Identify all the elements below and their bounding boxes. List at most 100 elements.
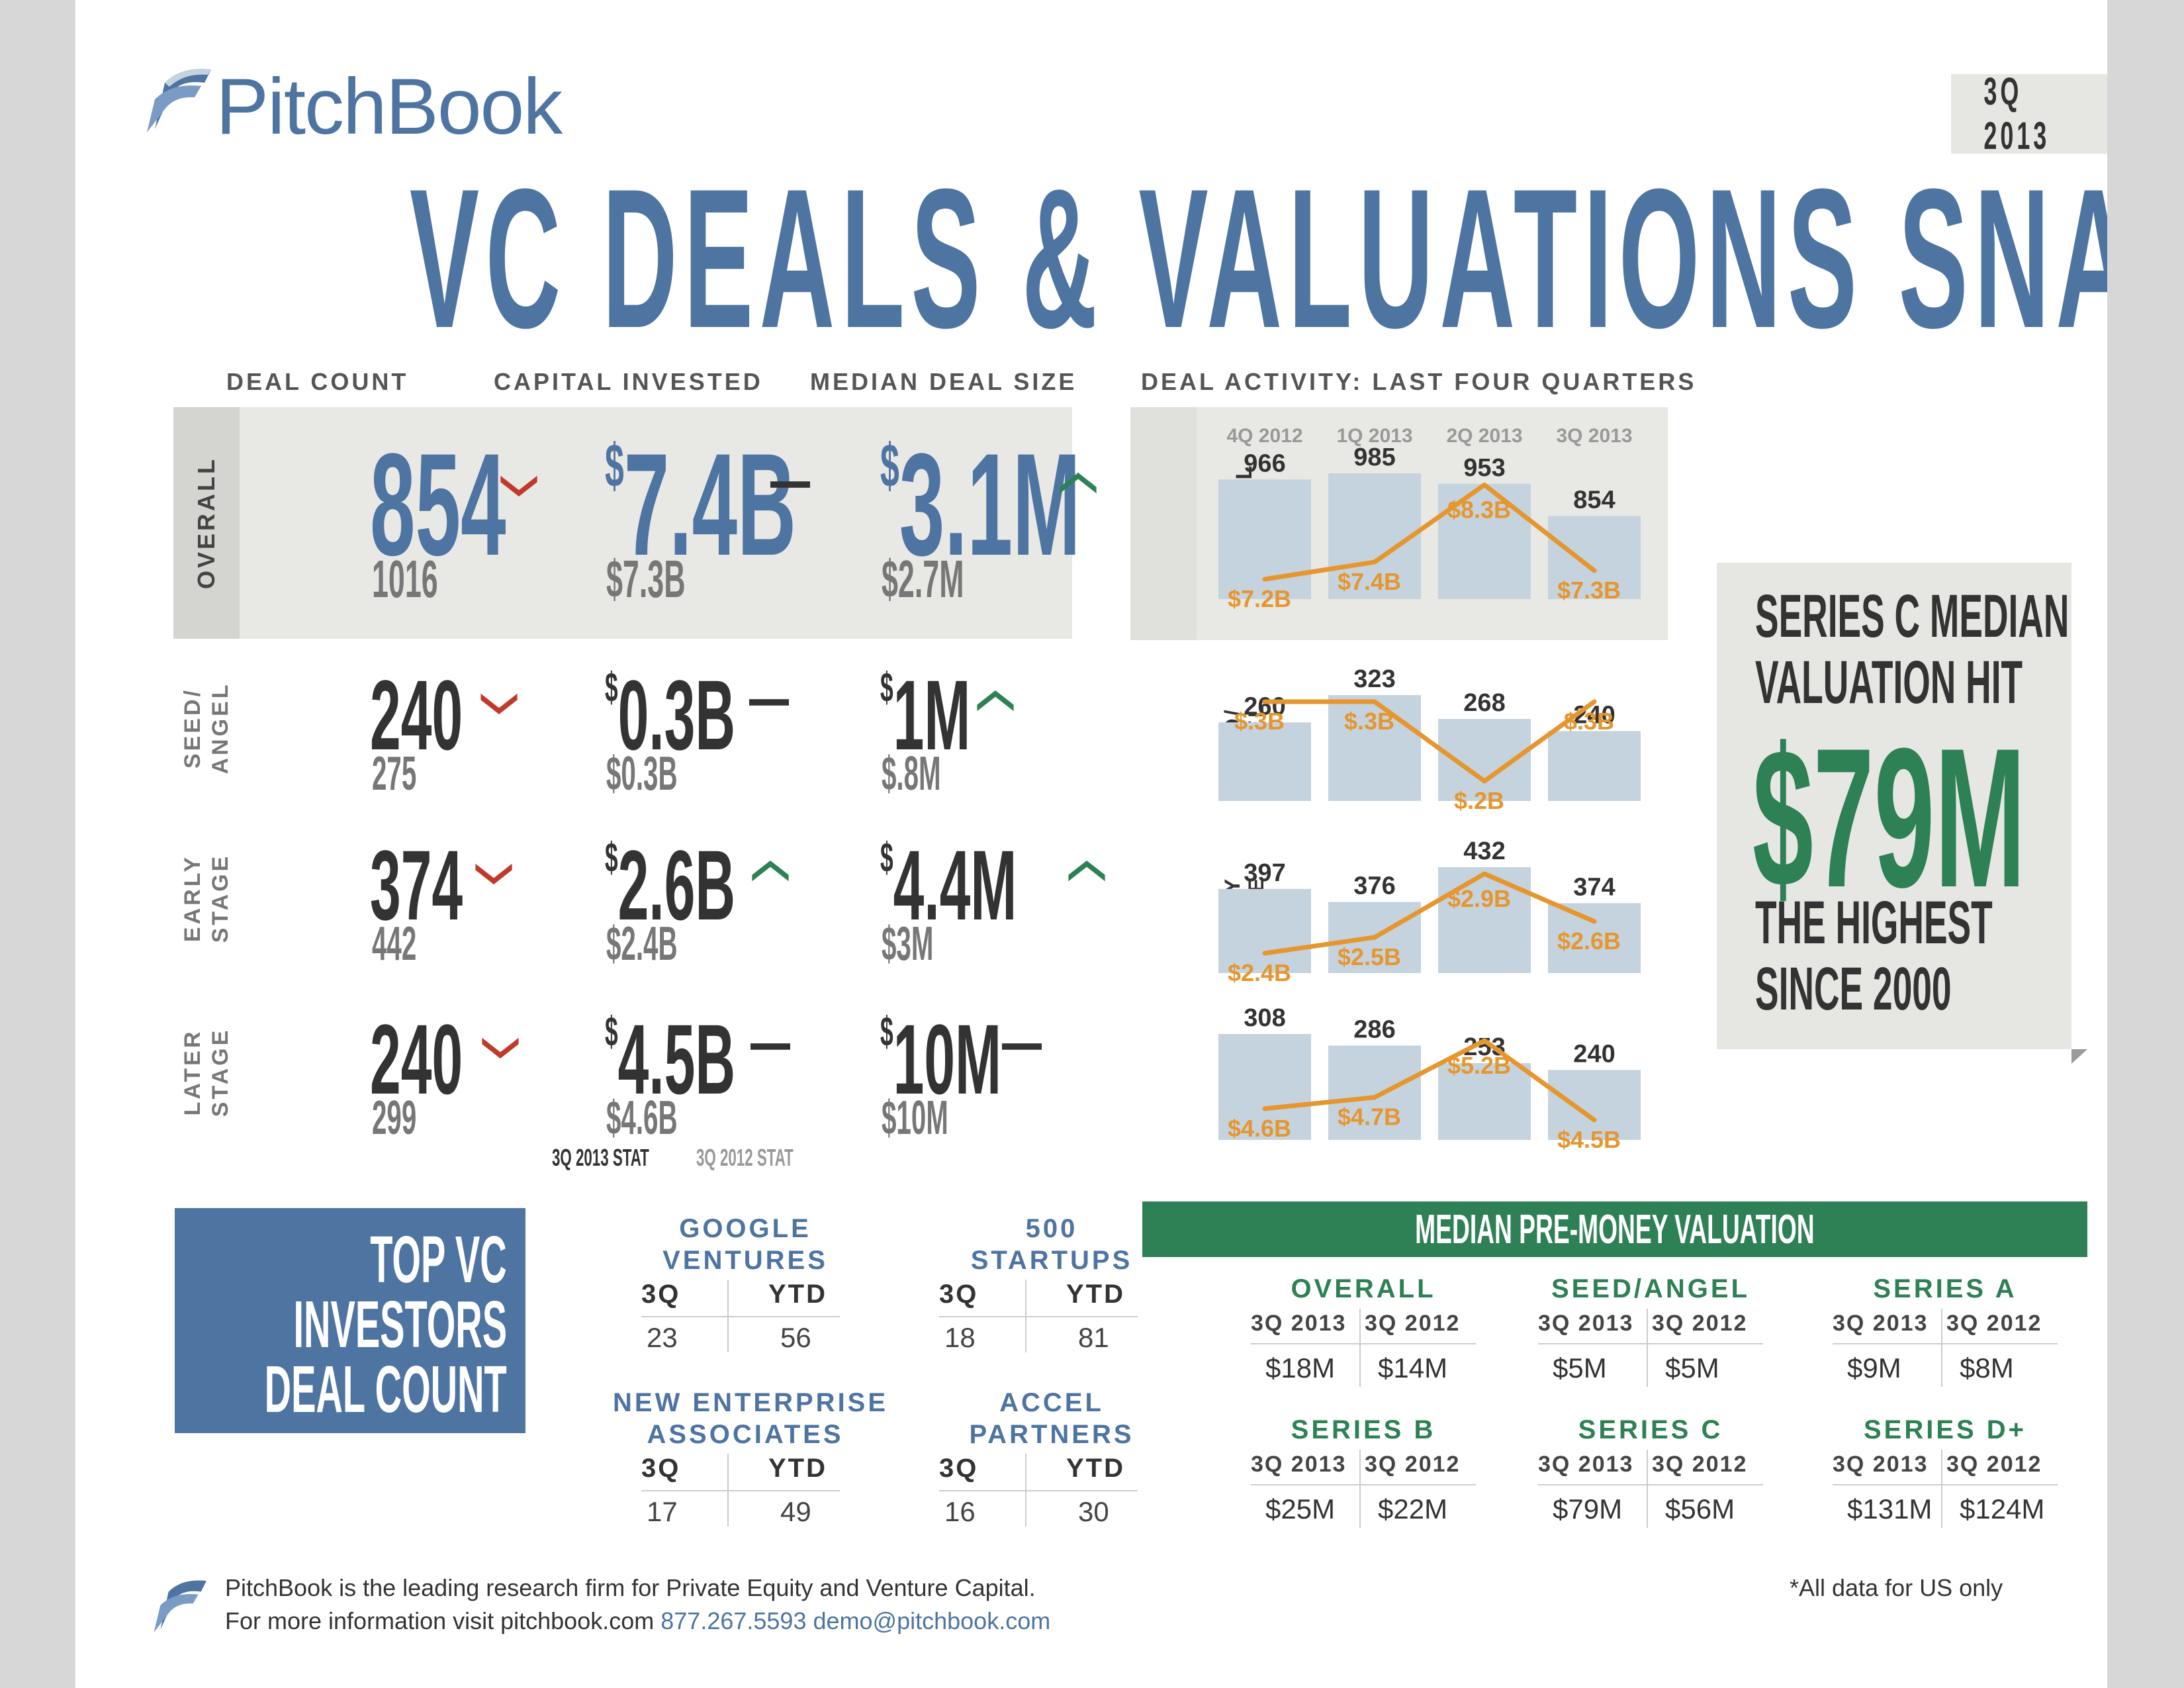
series-c-callout — [1717, 563, 2071, 1049]
capital-invested-previous: $7.3B — [606, 549, 686, 608]
series-c-line4: SINCE 2000 — [1755, 955, 1952, 1023]
median-deal-size-previous: $2.7M — [882, 549, 964, 608]
valuation-col-previous: 3Q 2012 — [1365, 1452, 1461, 1477]
valuation-divider — [1538, 1343, 1763, 1344]
median-deal-size-amount: 10M — [893, 1004, 1002, 1115]
valuation-previous-value: $22M — [1378, 1493, 1448, 1524]
footer-phone-link[interactable]: 877.267.5593 — [660, 1607, 807, 1634]
capital-label: $4.6B — [1228, 1115, 1291, 1142]
category-label: 1Q 2013 — [1336, 425, 1412, 447]
deal-count-label: 397 — [1244, 859, 1285, 887]
valuation-previous-value: $14M — [1378, 1352, 1448, 1383]
deal-count-bar — [1548, 903, 1641, 973]
valuation-previous-value: $8M — [1960, 1352, 2014, 1383]
investor-name: NEW ENTERPRISE ASSOCIATES — [613, 1387, 889, 1450]
capital-invested-amount: 4.5B — [617, 1004, 736, 1115]
footer-logo-icon — [154, 1580, 206, 1632]
capital-invested-value: $7.4B — [605, 432, 796, 577]
capital-label: $.2B — [1454, 787, 1504, 814]
col-ytd-header: YTD — [1066, 1454, 1125, 1483]
chart-title: DEAL ACTIVITY: LAST FOUR QUARTERS — [1141, 368, 1697, 395]
deal-count-label: 308 — [1244, 1004, 1285, 1032]
valuation-divider — [1359, 1309, 1361, 1387]
investor-name: ACCEL PARTNERS — [919, 1387, 1184, 1450]
valuation-col-current: 3Q 2013 — [1538, 1452, 1634, 1477]
capital-invested-header: CAPITAL INVESTED — [494, 368, 763, 395]
table-divider — [641, 1316, 840, 1317]
capital-label: $.3B — [1234, 708, 1285, 735]
valuation-current-value: $25M — [1265, 1493, 1336, 1524]
col-ytd-header: YTD — [1066, 1280, 1125, 1309]
deal-count-value: 854 — [370, 423, 506, 586]
median-deal-size-previous: $.8M — [882, 747, 941, 800]
investor-name-line: 500 — [1025, 1214, 1078, 1243]
deal-count-label: 286 — [1353, 1016, 1395, 1044]
investor-name: GOOGLE VENTURES — [613, 1213, 878, 1276]
deal-count-label: 268 — [1463, 689, 1505, 717]
capital-invested-amount: 7.4B — [623, 423, 797, 586]
median-deal-size-value: $10M — [880, 1009, 1001, 1109]
capital-label: $5.2B — [1447, 1052, 1511, 1079]
investor-deal-table: 3Q YTD 18 81 — [939, 1280, 1138, 1359]
valuation-previous-value: $5M — [1665, 1352, 1719, 1383]
table-divider — [641, 1490, 840, 1491]
series-c-line1: SERIES C MEDIAN — [1755, 583, 2070, 650]
footer-contact: For more information visit pitchbook.com… — [225, 1607, 1050, 1635]
footer-email-link[interactable]: demo@pitchbook.com — [813, 1607, 1051, 1634]
capital-label: $.3B — [1564, 708, 1614, 735]
valuation-divider — [1833, 1343, 2058, 1344]
category-label: 2Q 2013 — [1446, 425, 1522, 447]
capital-trend-flat-icon — [770, 481, 810, 488]
capital-label: $2.6B — [1557, 927, 1621, 955]
valuation-divider — [1647, 1309, 1648, 1387]
deal-count-label: 240 — [1573, 701, 1615, 729]
deal-count-label: 854 — [1573, 487, 1615, 514]
median-trend-up-icon — [1060, 473, 1097, 494]
deal-count-label: 953 — [1463, 454, 1505, 482]
investor-name-line: NEW ENTERPRISE — [613, 1388, 889, 1417]
legend-previous-stat: 3Q 2012 STAT — [696, 1144, 794, 1171]
dollar-sign: $ — [605, 835, 618, 882]
capital-trend-flat-icon — [749, 699, 789, 706]
deal-count-bar — [1438, 483, 1531, 599]
valuation-previous-value: $124M — [1960, 1493, 2045, 1524]
investor-name-line: ACCEL — [999, 1388, 1104, 1417]
deal-count-trend-down-icon — [482, 1037, 519, 1058]
capital-label: $7.4B — [1338, 568, 1401, 595]
col-ytd-header: YTD — [768, 1454, 827, 1483]
median-deal-size-amount: 3.1M — [899, 423, 1081, 586]
chart-overall-label-strip — [1130, 407, 1197, 640]
deal-count-previous: 299 — [372, 1092, 417, 1145]
deal-count-bar — [1328, 695, 1421, 801]
investor-name: 500 STARTUPS — [919, 1213, 1184, 1276]
deal-count-value: 240 — [370, 1004, 463, 1115]
capital-invested-previous: $2.4B — [606, 917, 678, 970]
median-deal-size-value: $3.1M — [880, 432, 1081, 577]
deal-count-trend-down-icon — [500, 475, 537, 496]
dollar-sign: $ — [880, 835, 893, 882]
valuation-col-current: 3Q 2013 — [1251, 1311, 1347, 1336]
capital-line — [1262, 483, 1597, 582]
valuation-divider — [1941, 1309, 1942, 1387]
investor-3q-count: 17 — [647, 1496, 678, 1527]
capital-label: $2.4B — [1228, 959, 1291, 986]
median-deal-size-value: $1M — [880, 665, 970, 765]
median-deal-size-amount: 1M — [893, 659, 971, 771]
capital-invested-value: $2.6B — [605, 835, 735, 935]
investor-ytd-count: 81 — [1078, 1322, 1109, 1353]
deal-count-bar — [1548, 516, 1641, 599]
investor-ytd-count: 30 — [1078, 1496, 1109, 1527]
valuation-divider — [1359, 1450, 1361, 1528]
top-vc-title-line1: TOP VC — [370, 1223, 507, 1297]
deal-count-bar — [1218, 1034, 1311, 1140]
overall-stats-label-strip — [173, 407, 240, 639]
investor-name-line: GOOGLE — [679, 1214, 811, 1243]
valuation-current-value: $131M — [1847, 1493, 1933, 1524]
capital-label: $7.2B — [1228, 585, 1291, 612]
investor-deal-table: 3Q YTD 16 30 — [939, 1454, 1138, 1533]
deal-count-label: 374 — [1573, 873, 1615, 901]
valuation-previous-value: $56M — [1665, 1493, 1735, 1524]
investor-name-line: ASSOCIATES — [647, 1420, 844, 1449]
deal-count-bar — [1218, 888, 1311, 973]
capital-label: $.3B — [1344, 708, 1394, 735]
